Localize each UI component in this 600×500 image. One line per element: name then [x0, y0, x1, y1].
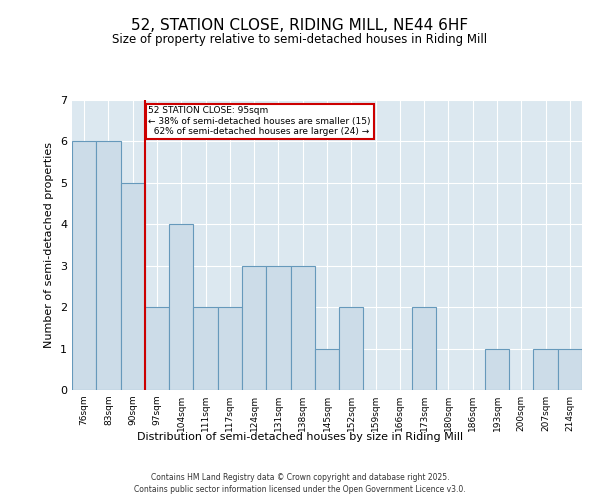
Bar — [169, 224, 193, 390]
Text: Contains HM Land Registry data © Crown copyright and database right 2025.: Contains HM Land Registry data © Crown c… — [151, 472, 449, 482]
Bar — [121, 183, 145, 390]
Text: Distribution of semi-detached houses by size in Riding Mill: Distribution of semi-detached houses by … — [137, 432, 463, 442]
Bar — [290, 266, 315, 390]
Bar — [96, 142, 121, 390]
Bar — [242, 266, 266, 390]
Bar — [145, 307, 169, 390]
Bar — [412, 307, 436, 390]
Bar — [558, 348, 582, 390]
Bar — [339, 307, 364, 390]
Bar — [266, 266, 290, 390]
Bar — [193, 307, 218, 390]
Bar — [218, 307, 242, 390]
Bar — [485, 348, 509, 390]
Bar — [315, 348, 339, 390]
Text: Contains public sector information licensed under the Open Government Licence v3: Contains public sector information licen… — [134, 485, 466, 494]
Text: Size of property relative to semi-detached houses in Riding Mill: Size of property relative to semi-detach… — [112, 32, 488, 46]
Bar — [533, 348, 558, 390]
Bar — [72, 142, 96, 390]
Y-axis label: Number of semi-detached properties: Number of semi-detached properties — [44, 142, 55, 348]
Text: 52 STATION CLOSE: 95sqm
← 38% of semi-detached houses are smaller (15)
  62% of : 52 STATION CLOSE: 95sqm ← 38% of semi-de… — [149, 106, 371, 136]
Text: 52, STATION CLOSE, RIDING MILL, NE44 6HF: 52, STATION CLOSE, RIDING MILL, NE44 6HF — [131, 18, 469, 32]
